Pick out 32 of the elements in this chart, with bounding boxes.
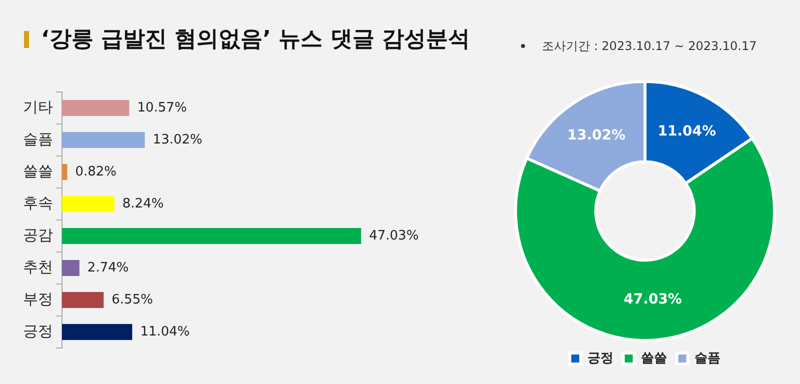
text: 조사기간 : 2023.10.17 ~ 2023.10.17 [542, 38, 757, 55]
y-tick-label: 긍정 [23, 323, 53, 340]
data-label: 0.82% [75, 164, 117, 180]
data-label: 6.55% [112, 292, 153, 308]
data-label: 10.57% [137, 100, 187, 116]
y-tick-label: 공감 [23, 227, 53, 244]
legend-label: 슬픔 [694, 350, 720, 366]
data-label: 13.02% [567, 128, 626, 144]
y-tick-label: 기타 [23, 99, 53, 116]
bar [62, 164, 68, 180]
chart-title: ‘강릉 급발진 혐의없음’ 뉴스 댓글 감성분석 [41, 26, 470, 54]
data-label: 11.04% [658, 124, 716, 140]
y-tick-label: 추천 [23, 259, 53, 276]
y-tick-label: 슬픔 [23, 131, 53, 148]
y-tick-label: 후속 [23, 195, 53, 212]
y-tick-label: 부정 [23, 291, 53, 308]
y-tick-label: 쓸쓸 [23, 163, 53, 180]
legend-label: 쓸쓸 [640, 350, 667, 366]
bar [62, 196, 114, 212]
bar [62, 324, 132, 340]
legend-label: 긍정 [587, 350, 614, 366]
data-label: 11.04% [140, 324, 190, 340]
data-label: 47.03% [369, 228, 419, 244]
data-label: 2.74% [87, 260, 129, 276]
bar [62, 228, 362, 244]
data-label: 8.24% [122, 196, 164, 212]
data-label: 47.03% [624, 292, 682, 308]
bar [62, 260, 80, 276]
bar [62, 292, 104, 308]
data-label: 13.02% [152, 132, 202, 148]
bar [62, 100, 130, 116]
bar [62, 132, 145, 148]
